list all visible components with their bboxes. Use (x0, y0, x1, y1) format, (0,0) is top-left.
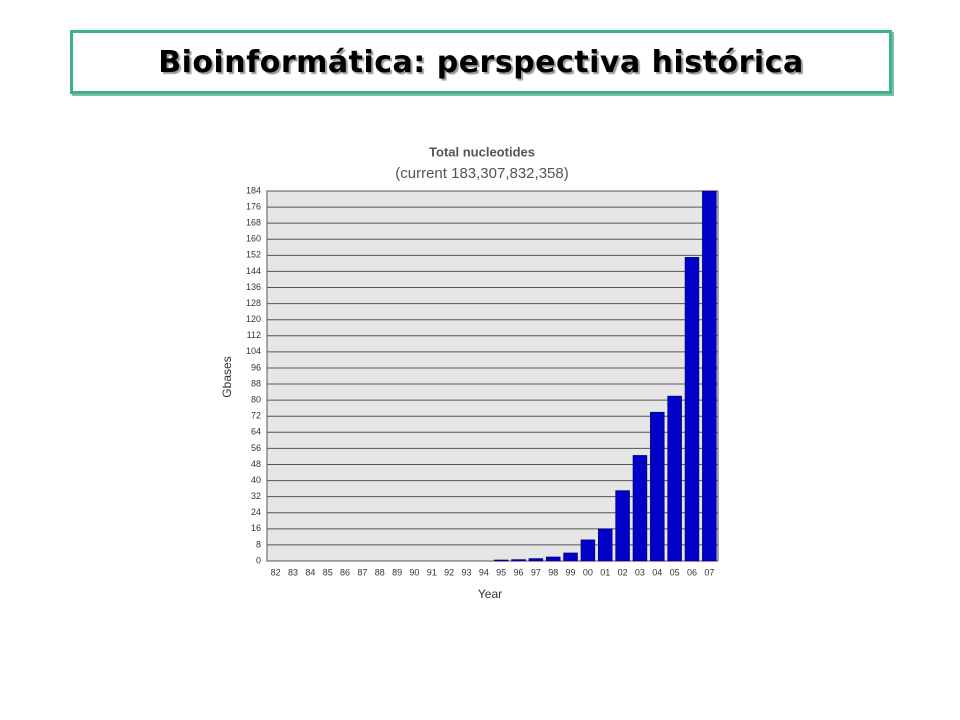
y-tick-label: 56 (251, 443, 261, 453)
x-tick-label: 87 (357, 567, 367, 577)
bar (493, 559, 509, 562)
x-tick-label: 01 (600, 567, 610, 577)
y-tick-label: 40 (251, 475, 261, 485)
y-axis-label: Gbases (220, 356, 234, 397)
y-tick-label: 160 (246, 234, 261, 244)
x-tick-label: 04 (652, 567, 662, 577)
y-tick-label: 72 (251, 411, 261, 421)
bar (684, 257, 700, 562)
chart-subtitle: (current 183,307,832,358) (395, 165, 568, 182)
bar (667, 395, 682, 562)
chart-title: Total nucleotides (429, 144, 535, 159)
x-tick-label: 03 (635, 567, 645, 577)
x-tick-label: 82 (271, 567, 281, 577)
y-tick-label: 120 (246, 314, 261, 324)
y-tick-label: 128 (246, 298, 261, 308)
bar (511, 559, 526, 562)
x-tick-label: 89 (392, 567, 402, 577)
y-tick-label: 96 (251, 362, 261, 372)
x-tick-label: 92 (444, 567, 454, 577)
x-axis-label: Year (478, 587, 502, 601)
y-tick-label: 48 (251, 459, 261, 469)
y-tick-label: 136 (246, 282, 261, 292)
y-tick-label: 112 (247, 330, 261, 340)
y-tick-label: 0 (256, 555, 261, 565)
x-tick-label: 90 (409, 567, 419, 577)
x-tick-label: 02 (618, 567, 628, 577)
x-tick-label: 95 (496, 567, 506, 577)
y-tick-label: 8 (256, 539, 261, 549)
y-tick-label: 24 (251, 507, 261, 517)
bar (615, 490, 630, 562)
bar (598, 528, 613, 562)
x-tick-label: 85 (323, 567, 333, 577)
title-box: Bioinformática: perspectiva histórica (70, 30, 892, 94)
y-tick-label: 80 (251, 395, 261, 405)
bar (580, 539, 596, 562)
bar (528, 558, 544, 562)
x-tick-label: 98 (548, 567, 558, 577)
y-tick-label: 88 (251, 378, 261, 388)
y-tick-label: 104 (246, 346, 261, 356)
x-tick-label: 97 (531, 567, 541, 577)
x-tick-label: 84 (305, 567, 315, 577)
y-tick-label: 32 (251, 491, 261, 501)
y-tick-label: 152 (246, 250, 261, 260)
x-tick-label: 86 (340, 567, 350, 577)
x-tick-label: 06 (687, 567, 697, 577)
x-tick-label: 91 (427, 567, 437, 577)
y-tick-label: 64 (251, 427, 261, 437)
y-tick-label: 16 (251, 523, 261, 533)
bar (563, 552, 578, 562)
y-tick-label: 176 (246, 201, 261, 211)
y-tick-label: 168 (246, 218, 261, 228)
x-tick-label: 96 (514, 567, 524, 577)
bar (650, 411, 665, 562)
x-tick-label: 00 (583, 567, 593, 577)
x-tick-label: 99 (566, 567, 576, 577)
slide-title: Bioinformática: perspectiva histórica (158, 44, 804, 80)
x-tick-label: 93 (461, 567, 471, 577)
bar (545, 556, 561, 562)
bar (702, 190, 717, 562)
y-tick-label: 184 (246, 185, 261, 195)
x-tick-label: 83 (288, 567, 298, 577)
y-tick-label: 144 (246, 266, 261, 276)
x-tick-label: 05 (670, 567, 680, 577)
x-tick-label: 07 (704, 567, 714, 577)
bar (632, 455, 648, 562)
x-tick-label: 94 (479, 567, 489, 577)
x-tick-label: 88 (375, 567, 385, 577)
